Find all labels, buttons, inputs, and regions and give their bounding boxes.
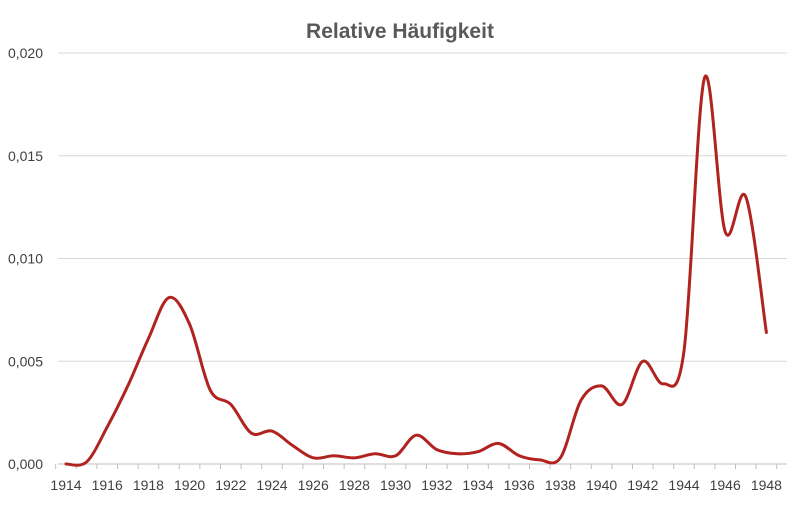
y-tick-label: 0,010 xyxy=(8,251,43,267)
y-tick-label: 0,005 xyxy=(8,353,43,369)
x-tick-label: 1944 xyxy=(668,477,699,493)
x-tick-label: 1922 xyxy=(215,477,246,493)
y-tick-label: 0,000 xyxy=(8,456,43,472)
y-tick-label: 0,015 xyxy=(8,148,43,164)
y-axis-tick-labels: 0,000 0,005 0,010 0,015 0,020 xyxy=(8,45,43,472)
x-tick-label: 1918 xyxy=(133,477,164,493)
y-tick-label: 0,020 xyxy=(8,45,43,61)
x-axis xyxy=(55,463,787,469)
x-tick-label: 1916 xyxy=(92,477,123,493)
x-tick-label: 1924 xyxy=(256,477,287,493)
x-tick-label: 1940 xyxy=(586,477,617,493)
x-tick-label: 1936 xyxy=(504,477,535,493)
x-tick-label: 1932 xyxy=(421,477,452,493)
x-tick-label: 1942 xyxy=(627,477,658,493)
x-tick-label: 1948 xyxy=(751,477,782,493)
series-layer xyxy=(64,74,768,467)
x-tick-label: 1946 xyxy=(710,477,741,493)
gridlines xyxy=(58,52,787,362)
x-tick-label: 1938 xyxy=(545,477,576,493)
x-axis-tick-labels: 1914 1916 1918 1920 1922 1924 1926 1928 1930 1932… xyxy=(50,477,782,493)
chart-title: Relative Häufigkeit xyxy=(306,20,494,43)
x-tick-label: 1926 xyxy=(298,477,329,493)
x-tick-label: 1934 xyxy=(462,477,493,493)
series-line xyxy=(64,74,768,467)
x-tick-label: 1930 xyxy=(380,477,411,493)
x-tick-label: 1928 xyxy=(339,477,370,493)
x-tick-label: 1914 xyxy=(50,477,81,493)
x-tick-label: 1920 xyxy=(174,477,205,493)
